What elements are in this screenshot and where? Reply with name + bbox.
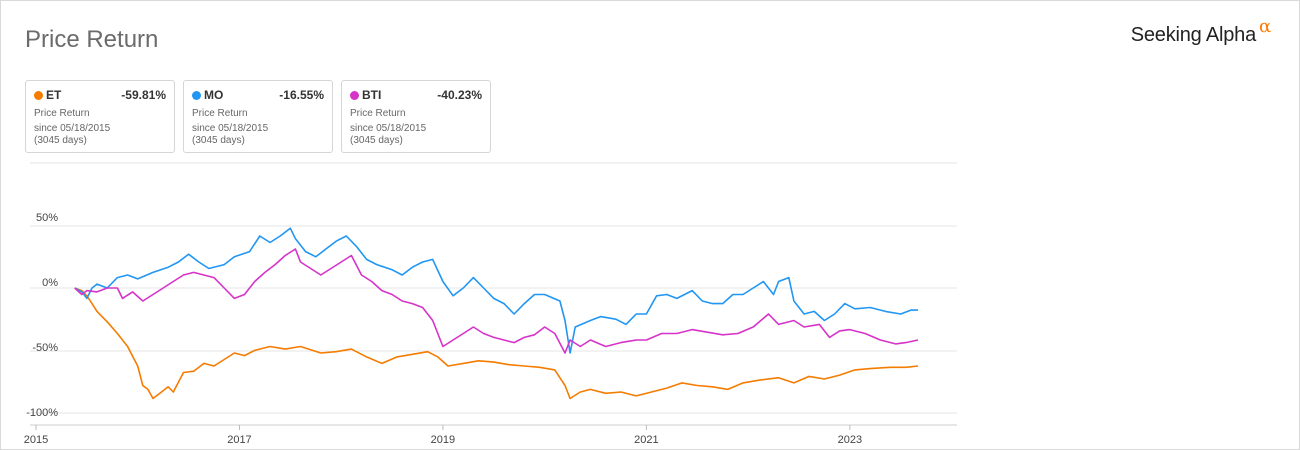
series-line-et xyxy=(74,287,919,400)
legend-since: since 05/18/2015 xyxy=(350,123,427,134)
legend-label: Price Return xyxy=(350,108,406,119)
legend-days: (3045 days) xyxy=(34,135,87,146)
legend-ticker: BTI xyxy=(362,88,382,102)
legend-change: -40.23% xyxy=(437,88,482,102)
legend-days: (3045 days) xyxy=(350,135,403,146)
series-line-bti xyxy=(74,248,919,354)
legend-ticker: ET xyxy=(46,88,62,102)
y-tick-label: 0% xyxy=(42,277,58,289)
x-tick-label: 2023 xyxy=(838,434,862,446)
y-tick-label: 50% xyxy=(36,212,58,224)
legend-change: -59.81% xyxy=(121,88,166,102)
legend-card-bti[interactable]: BTI -40.23% Price Return since 05/18/201… xyxy=(341,80,491,153)
brand-logo[interactable]: Seeking Alpha α xyxy=(1130,16,1271,47)
legend-label: Price Return xyxy=(192,108,248,119)
legend-card-mo[interactable]: MO -16.55% Price Return since 05/18/2015… xyxy=(183,80,333,153)
et-dot-icon xyxy=(34,91,43,100)
legend-since: since 05/18/2015 xyxy=(34,123,111,134)
x-tick-label: 2021 xyxy=(634,434,658,446)
legend-label: Price Return xyxy=(34,108,90,119)
legend-card-et[interactable]: ET -59.81% Price Return since 05/18/2015… xyxy=(25,80,175,153)
brand-name: Seeking Alpha xyxy=(1130,24,1256,46)
series-line-mo xyxy=(74,227,918,354)
mo-dot-icon xyxy=(192,91,201,100)
legend-days: (3045 days) xyxy=(192,135,245,146)
y-tick-label: -50% xyxy=(32,342,58,354)
legend-change: -16.55% xyxy=(279,88,324,102)
x-tick-label: 2019 xyxy=(431,434,455,446)
legend-ticker: MO xyxy=(204,88,224,102)
bti-dot-icon xyxy=(350,91,359,100)
page-title: Price Return xyxy=(25,26,159,53)
y-tick-label: -100% xyxy=(26,407,58,419)
legend-since: since 05/18/2015 xyxy=(192,123,269,134)
x-tick-label: 2017 xyxy=(227,434,251,446)
x-tick-label: 2015 xyxy=(24,434,48,446)
alpha-icon: α xyxy=(1259,16,1271,37)
